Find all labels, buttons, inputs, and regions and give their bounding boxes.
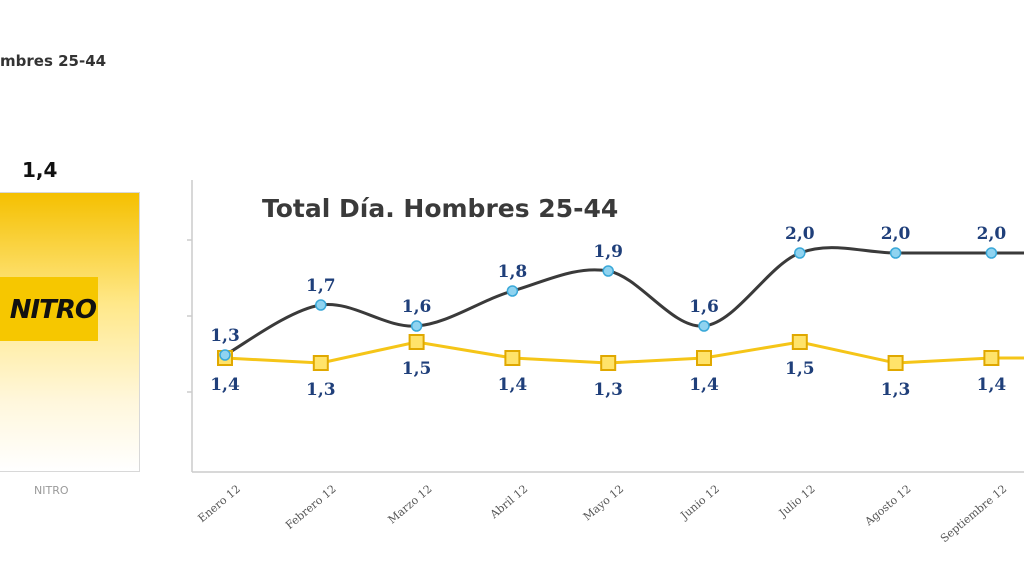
data-label-dark: 1,3 xyxy=(210,326,240,346)
data-point-yellow xyxy=(791,334,808,350)
data-label-yellow: 1,4 xyxy=(210,375,240,395)
chart-title: Total Día. Hombres 25-44 xyxy=(262,194,618,223)
x-tick-label: Julio 12 xyxy=(776,482,818,520)
x-tick-label: Mayo 12 xyxy=(581,482,626,523)
data-point-dark xyxy=(506,285,519,297)
data-label-dark: 1,8 xyxy=(498,262,528,282)
data-point-dark xyxy=(889,247,902,259)
data-label-yellow: 1,3 xyxy=(306,380,336,400)
data-label-dark: 1,6 xyxy=(689,297,719,317)
data-point-yellow xyxy=(696,350,712,366)
data-point-dark xyxy=(315,299,327,311)
data-point-dark xyxy=(698,320,710,332)
x-tick-label: Septiembre 12 xyxy=(938,482,1009,545)
data-point-dark xyxy=(985,247,998,259)
x-tick-label: Enero 12 xyxy=(196,482,243,525)
data-point-yellow xyxy=(983,350,1000,366)
data-label-yellow: 1,5 xyxy=(402,359,432,379)
nitro-logo-text: NITRO xyxy=(9,295,97,325)
data-point-yellow xyxy=(312,355,329,371)
nitro-axis-label: NITRO xyxy=(34,484,69,497)
data-label-yellow: 1,5 xyxy=(785,359,815,379)
data-label-yellow: 1,4 xyxy=(977,375,1007,395)
series-line-dark xyxy=(224,246,1024,357)
data-label-yellow: 1,3 xyxy=(593,380,623,400)
data-label-dark: 2,0 xyxy=(881,224,911,244)
data-label-yellow: 1,4 xyxy=(689,375,719,395)
data-label-yellow: 1,4 xyxy=(498,375,528,395)
data-label-yellow: 1,3 xyxy=(881,380,911,400)
x-tick-label: Febrero 12 xyxy=(283,482,339,532)
nitro-average-value: 1,4 xyxy=(22,158,58,182)
data-label-dark: 1,6 xyxy=(402,297,432,317)
data-label-dark: 2,0 xyxy=(977,224,1007,244)
series-line-yellow xyxy=(224,340,1024,365)
data-label-dark: 2,0 xyxy=(785,224,815,244)
x-tick-label: Marzo 12 xyxy=(386,482,435,526)
x-tick-label: Junio 12 xyxy=(677,482,722,522)
x-tick-label: Abril 12 xyxy=(487,482,530,521)
data-point-yellow xyxy=(600,355,617,371)
data-point-dark xyxy=(219,349,231,361)
data-point-dark xyxy=(602,265,614,277)
data-label-dark: 1,9 xyxy=(593,242,623,262)
data-point-dark xyxy=(794,247,806,259)
nitro-logo: NITRO xyxy=(0,277,98,341)
data-point-yellow xyxy=(504,350,521,366)
data-label-dark: 1,7 xyxy=(306,276,336,296)
x-tick-label: Agosto 12 xyxy=(862,482,914,528)
data-point-yellow xyxy=(408,334,425,350)
data-point-yellow xyxy=(887,355,904,371)
data-point-dark xyxy=(410,320,423,332)
chart-header-title: mbres 25-44 xyxy=(0,52,107,70)
